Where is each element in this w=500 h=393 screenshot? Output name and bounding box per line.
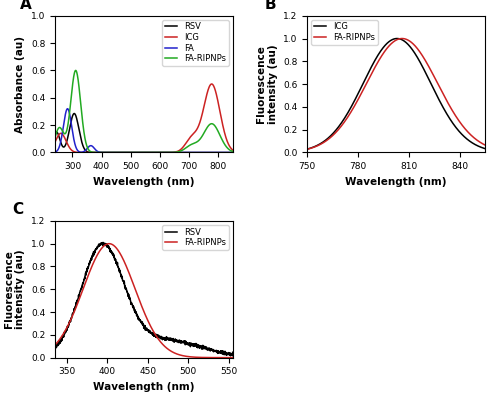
FA bbox=[52, 150, 58, 154]
RSV bbox=[98, 241, 104, 246]
FA-RIPNPs bbox=[230, 355, 235, 360]
Line: FA-RIPNPs: FA-RIPNPs bbox=[308, 39, 485, 149]
FA bbox=[146, 150, 152, 155]
FA-RIPNPs bbox=[106, 241, 112, 246]
ICG bbox=[304, 147, 310, 151]
FA-RIPNPs bbox=[150, 150, 156, 155]
FA-RIPNPs bbox=[52, 343, 58, 347]
RSV bbox=[206, 347, 212, 351]
ICG bbox=[384, 40, 390, 45]
ICG bbox=[394, 36, 400, 41]
ICG bbox=[336, 124, 342, 129]
Line: RSV: RSV bbox=[55, 242, 233, 356]
FA-RIPNPs bbox=[186, 354, 192, 359]
FA-RIPNPs bbox=[336, 127, 342, 132]
FA-RIPNPs bbox=[206, 355, 212, 360]
RSV bbox=[128, 301, 134, 306]
Y-axis label: Absorbance (au): Absorbance (au) bbox=[16, 36, 26, 132]
Line: ICG: ICG bbox=[308, 39, 485, 149]
FA-RIPNPs bbox=[72, 309, 78, 314]
FA-RIPNPs bbox=[178, 353, 184, 358]
RSV bbox=[76, 126, 82, 130]
FA-RIPNPs bbox=[384, 45, 390, 50]
FA bbox=[112, 150, 118, 155]
X-axis label: Wavelength (nm): Wavelength (nm) bbox=[346, 177, 447, 187]
FA-RIPNPs bbox=[76, 82, 82, 87]
RSV bbox=[52, 131, 58, 136]
RSV bbox=[178, 339, 184, 343]
FA-RIPNPs bbox=[410, 41, 416, 46]
RSV bbox=[100, 240, 106, 245]
Text: C: C bbox=[12, 202, 24, 217]
FA-RIPNPs bbox=[72, 68, 78, 73]
RSV bbox=[149, 150, 155, 155]
FA-RIPNPs bbox=[82, 137, 88, 141]
Line: FA: FA bbox=[55, 109, 233, 152]
FA bbox=[149, 150, 155, 155]
ICG bbox=[149, 150, 155, 155]
ICG bbox=[52, 140, 58, 145]
FA-RIPNPs bbox=[130, 150, 136, 155]
RSV bbox=[82, 147, 88, 152]
RSV bbox=[186, 341, 192, 346]
FA-RIPNPs bbox=[124, 150, 130, 155]
FA bbox=[129, 150, 135, 155]
ICG bbox=[424, 72, 430, 76]
ICG bbox=[208, 82, 214, 86]
Line: FA-RIPNPs: FA-RIPNPs bbox=[55, 244, 233, 358]
Legend: ICG, FA-RIPNPs: ICG, FA-RIPNPs bbox=[312, 20, 378, 44]
ICG bbox=[146, 150, 152, 155]
RSV bbox=[112, 150, 118, 155]
ICG bbox=[112, 150, 118, 155]
ICG bbox=[76, 150, 82, 155]
FA-RIPNPs bbox=[146, 150, 152, 155]
FA-RIPNPs bbox=[98, 246, 104, 251]
FA-RIPNPs bbox=[304, 147, 310, 152]
RSV bbox=[72, 308, 78, 312]
FA bbox=[230, 150, 235, 155]
FA-RIPNPs bbox=[350, 106, 356, 111]
X-axis label: Wavelength (nm): Wavelength (nm) bbox=[93, 177, 194, 187]
FA bbox=[76, 149, 82, 154]
RSV bbox=[228, 353, 234, 358]
ICG bbox=[438, 102, 444, 107]
ICG bbox=[410, 47, 416, 52]
Text: A: A bbox=[20, 0, 31, 12]
RSV bbox=[146, 150, 152, 155]
ICG bbox=[482, 146, 488, 151]
RSV bbox=[72, 111, 78, 116]
FA bbox=[82, 148, 88, 153]
ICG bbox=[129, 150, 135, 155]
FA-RIPNPs bbox=[424, 60, 430, 64]
RSV bbox=[230, 350, 235, 354]
Text: B: B bbox=[264, 0, 276, 12]
X-axis label: Wavelength (nm): Wavelength (nm) bbox=[93, 382, 194, 392]
ICG bbox=[82, 150, 88, 155]
FA-RIPNPs bbox=[482, 143, 488, 147]
Y-axis label: Fluorescence
intensity (au): Fluorescence intensity (au) bbox=[4, 250, 26, 329]
Y-axis label: Fluorescence
intensity (au): Fluorescence intensity (au) bbox=[256, 44, 278, 124]
Legend: RSV, ICG, FA, FA-RIPNPs: RSV, ICG, FA, FA-RIPNPs bbox=[162, 20, 228, 66]
ICG bbox=[350, 101, 356, 106]
Line: ICG: ICG bbox=[55, 84, 233, 152]
FA-RIPNPs bbox=[128, 276, 134, 281]
RSV bbox=[129, 150, 135, 155]
FA-RIPNPs bbox=[438, 88, 444, 93]
Legend: RSV, FA-RIPNPs: RSV, FA-RIPNPs bbox=[162, 225, 228, 250]
RSV bbox=[230, 150, 235, 155]
FA-RIPNPs bbox=[112, 150, 118, 155]
FA-RIPNPs bbox=[399, 36, 405, 41]
FA bbox=[222, 150, 228, 155]
ICG bbox=[230, 148, 235, 152]
FA-RIPNPs bbox=[52, 135, 58, 140]
FA-RIPNPs bbox=[230, 149, 235, 154]
ICG bbox=[116, 150, 122, 155]
RSV bbox=[52, 343, 58, 348]
FA bbox=[64, 107, 70, 111]
Line: FA-RIPNPs: FA-RIPNPs bbox=[55, 70, 233, 152]
Line: RSV: RSV bbox=[55, 114, 233, 152]
